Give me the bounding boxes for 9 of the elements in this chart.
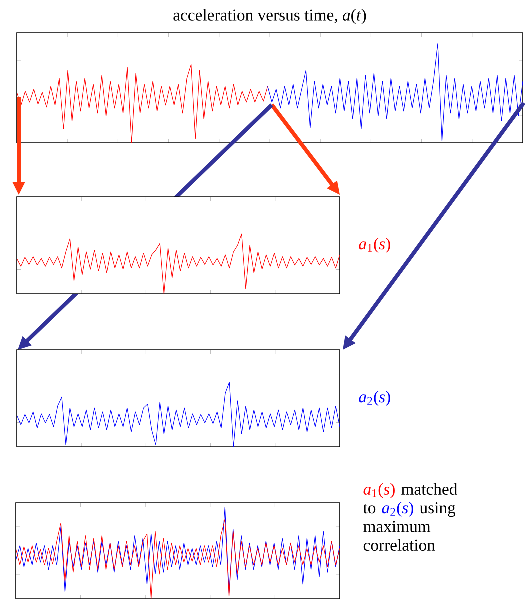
text: maximum correlation (364, 521, 436, 552)
chart-title: acceleration versus time, a(t) (174, 9, 366, 24)
text: a$_{2}$(s) (382, 502, 414, 518)
series-label: a$_{1}$(s) (359, 238, 390, 254)
text: a$_{1}$(s) (364, 483, 395, 498)
text: to (363, 504, 376, 514)
series-label: a$_{2}$(s) (359, 390, 390, 406)
text: using (420, 502, 456, 518)
text: matched (402, 483, 458, 496)
